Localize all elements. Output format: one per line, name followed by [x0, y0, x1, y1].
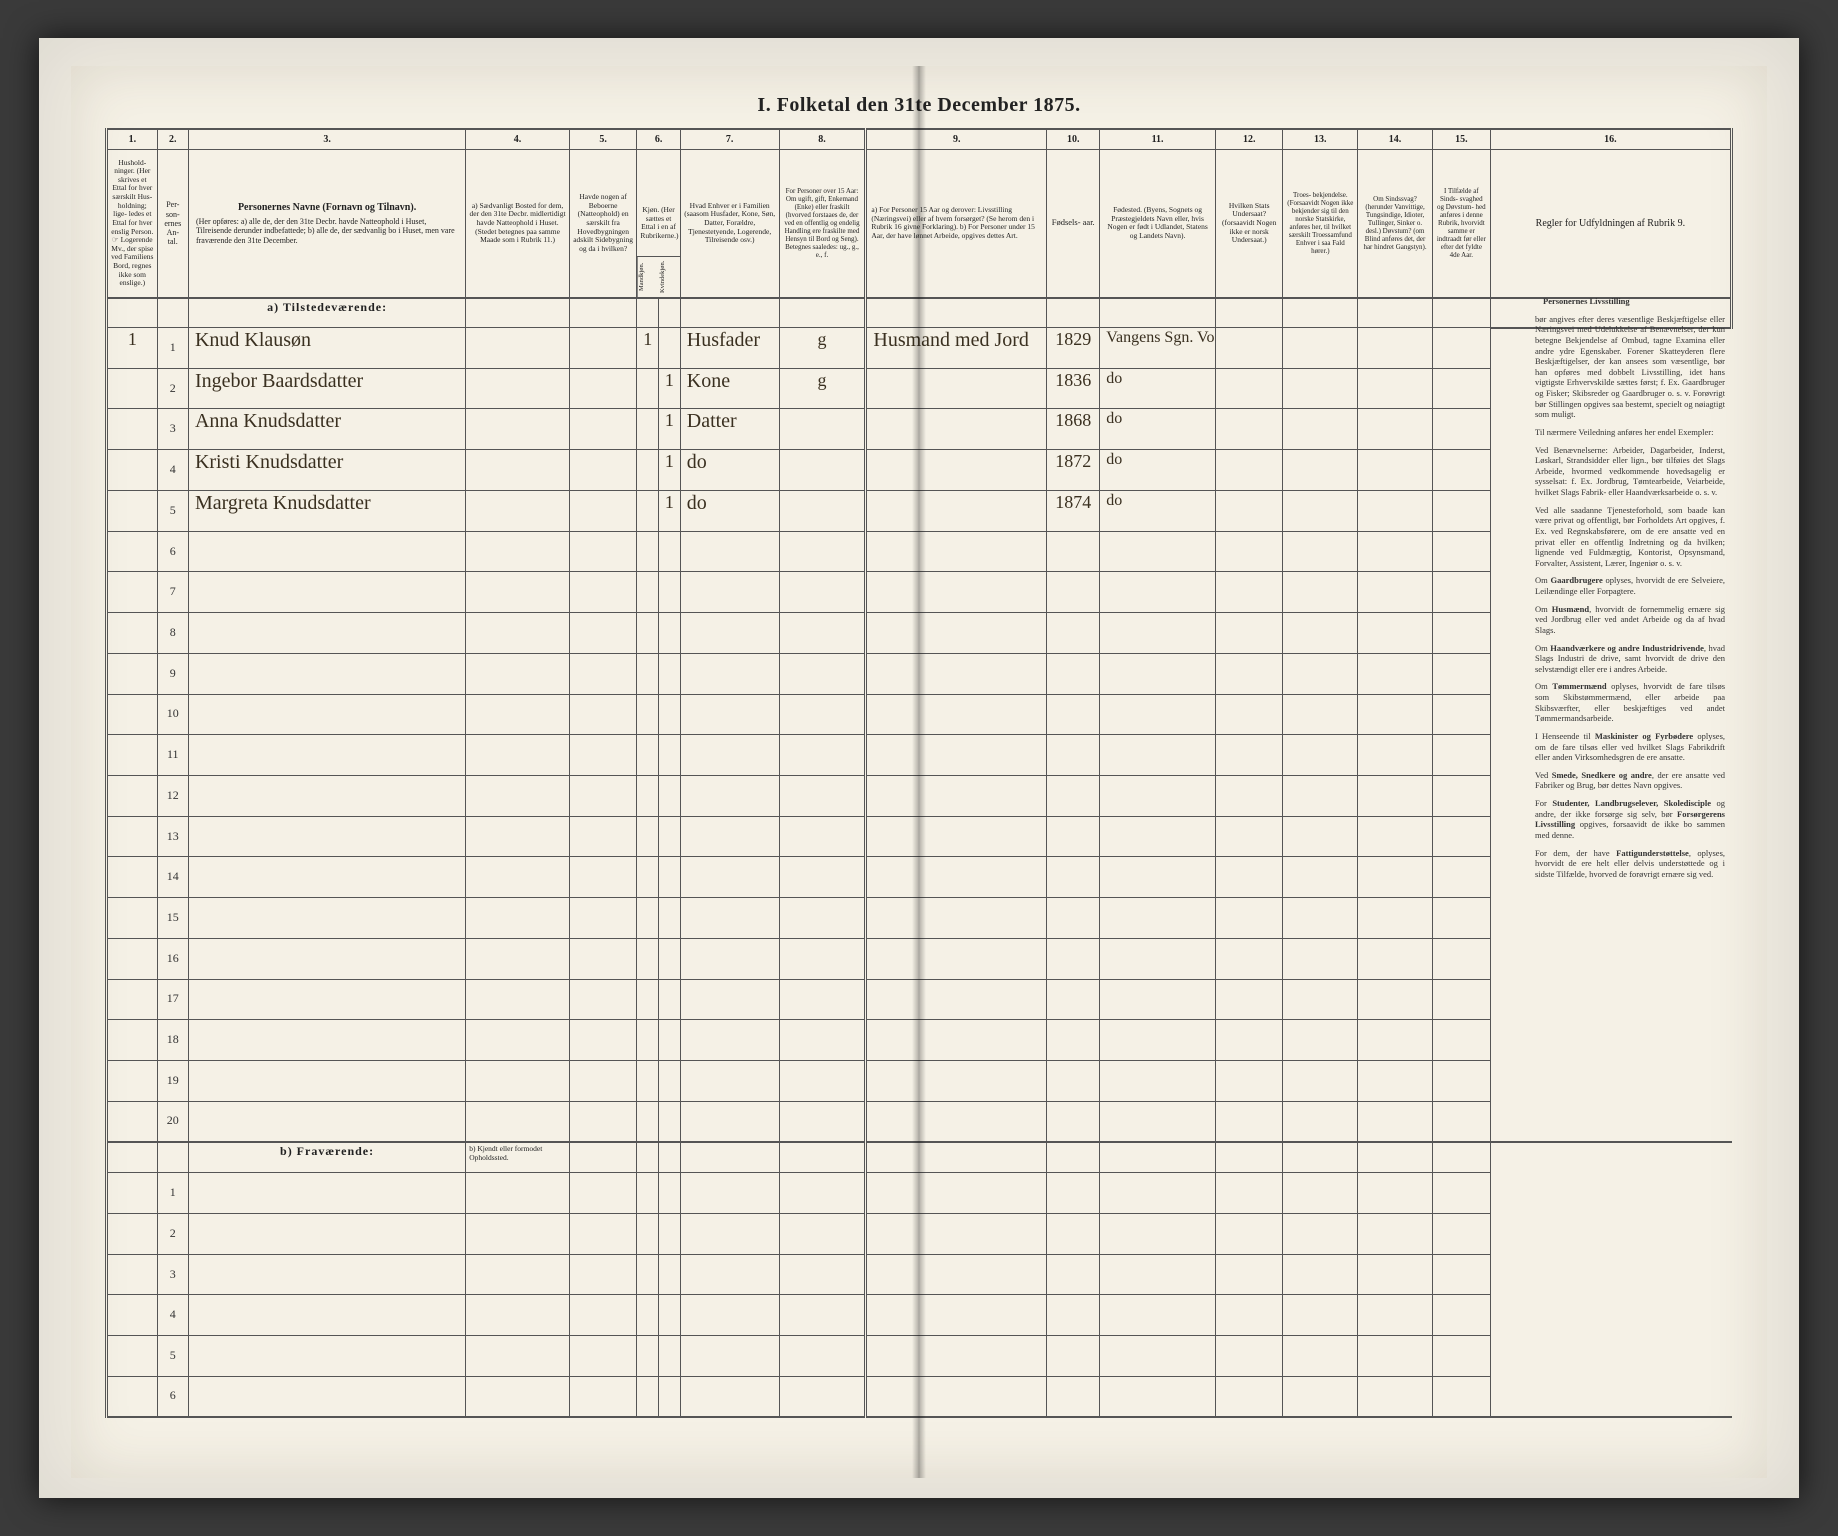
rules-paragraph: For Studenter, Landbrugselever, Skoledis…: [1535, 798, 1725, 841]
hdr-c2: Per- son- ernes An- tal.: [157, 150, 188, 298]
hdr-c3: Personernes Navne (Fornavn og Tilnavn). …: [188, 150, 465, 298]
rules-paragraph: bør angives efter deres væsentlige Beskj…: [1535, 314, 1725, 420]
table-row: 10: [107, 694, 1732, 735]
table-row: 2Ingebor Baardsdatter1Koneg1836do: [107, 368, 1732, 409]
table-row: 20: [107, 1101, 1732, 1142]
table-row: 4Kristi Knudsdatter1do1872do: [107, 450, 1732, 491]
coln: 6.: [637, 129, 680, 150]
rules-heading: Personernes Livsstilling: [1543, 296, 1630, 306]
hdr-c12: Hvilken Stats Undersaat? (forsaavidt Nog…: [1215, 150, 1283, 298]
table-row: 9: [107, 653, 1732, 694]
section-absent-row: b) Fraværende: b) Kjendt eller formodet …: [107, 1142, 1732, 1173]
table-row: 5Margreta Knudsdatter1do1874do: [107, 490, 1732, 531]
hdr-c5: Havde nogen af Beboerne (Natteophold) en…: [569, 150, 637, 298]
header-row: Hushold- ninger. (Her skrives et Ettal f…: [107, 150, 1732, 298]
hdr-c7: Hvad Enhver er i Familien (saasom Husfad…: [680, 150, 779, 298]
coln: 2.: [157, 129, 188, 150]
coln: 9.: [866, 129, 1047, 150]
table-row: 3: [107, 1254, 1732, 1295]
coln: 1.: [107, 129, 158, 150]
table-row: 17: [107, 979, 1732, 1020]
page-title: I. Folketal den 31te December 1875.: [71, 94, 1767, 117]
hdr-c1: Hushold- ninger. (Her skrives et Ettal f…: [107, 150, 158, 298]
rules-paragraph: Om Haandværkere og andre Industridrivend…: [1535, 643, 1725, 675]
coln: 14.: [1358, 129, 1433, 150]
rules-paragraph: Om Husmænd, hvorvidt de fornemmelig ernæ…: [1535, 604, 1725, 636]
column-number-row: 1. 2. 3. 4. 5. 6. 7. 8. 9. 10. 11. 12. 1…: [107, 129, 1732, 150]
table-row: 4: [107, 1295, 1732, 1336]
table-row: 1: [107, 1173, 1732, 1214]
table-row: 7: [107, 572, 1732, 613]
table-row: 18: [107, 1020, 1732, 1061]
census-table-wrap: 1. 2. 3. 4. 5. 6. 7. 8. 9. 10. 11. 12. 1…: [105, 128, 1733, 1418]
table-row: 13: [107, 816, 1732, 857]
section-absent-label: b) Fraværende:: [188, 1142, 465, 1173]
rules-paragraph: Om Tømmermænd oplyses, hvorvidt de fare …: [1535, 681, 1725, 724]
table-row: 14: [107, 857, 1732, 898]
rules-paragraph: Til nærmere Veiledning anføres her endel…: [1535, 427, 1725, 438]
coln: 10.: [1047, 129, 1100, 150]
hdr-c8: For Personer over 15 Aar: Om ugift, gift…: [779, 150, 866, 298]
rules-paragraph: I Henseende til Maskinister og Fyrbødere…: [1535, 731, 1725, 763]
coln: 8.: [779, 129, 866, 150]
hdr-c4b: b) Kjendt eller formodet Opholdssted.: [466, 1142, 570, 1173]
hdr-c6k: Kvindekjøn.: [659, 257, 680, 297]
table-row: 2: [107, 1213, 1732, 1254]
table-row: 12: [107, 775, 1732, 816]
rules-paragraph: Ved alle saadanne Tjenesteforhold, som b…: [1535, 505, 1725, 569]
table-row: 19: [107, 1060, 1732, 1101]
hdr-c9: a) For Personer 15 Aar og derover: Livss…: [866, 150, 1047, 298]
coln: 5.: [569, 129, 637, 150]
hdr-c6m: Mandkjøn.: [637, 257, 659, 297]
coln: 16.: [1490, 129, 1731, 150]
coln: 3.: [188, 129, 465, 150]
census-table: 1. 2. 3. 4. 5. 6. 7. 8. 9. 10. 11. 12. 1…: [105, 128, 1733, 1418]
scan-frame: I. Folketal den 31te December 1875.: [39, 38, 1799, 1498]
coln: 13.: [1283, 129, 1358, 150]
table-row: 15: [107, 898, 1732, 939]
rules-column: Personernes Livsstilling bør angives eft…: [1535, 296, 1725, 886]
hdr-c3-sub: (Her opføres: a) alle de, der den 31te D…: [192, 217, 462, 245]
section-present-label: a) Tilstedeværende:: [188, 298, 465, 328]
hdr-c16: Regler for Udfyldningen af Rubrik 9.: [1490, 150, 1731, 298]
hdr-c10: Fødsels- aar.: [1047, 150, 1100, 298]
rules-paragraph: Om Gaardbrugere oplyses, hvorvidt de ere…: [1535, 575, 1725, 596]
ledger-page: I. Folketal den 31te December 1875.: [71, 66, 1767, 1478]
hdr-c13: Troes- bekjendelse. (Forsaavidt Nogen ik…: [1283, 150, 1358, 298]
coln: 15.: [1432, 129, 1490, 150]
table-row: 6: [107, 1376, 1732, 1417]
table-row: 8: [107, 613, 1732, 654]
table-row: 16: [107, 938, 1732, 979]
table-row: 5: [107, 1336, 1732, 1377]
coln: 7.: [680, 129, 779, 150]
hdr-c11: Fødested. (Byens, Sognets og Præstegjeld…: [1100, 150, 1216, 298]
hdr-c6-t: Kjøn. (Her sættes et Ettal i en af Rubri…: [640, 206, 676, 241]
hdr-c6: Kjøn. (Her sættes et Ettal i en af Rubri…: [637, 150, 680, 298]
coln: 12.: [1215, 129, 1283, 150]
rules-paragraph: For dem, der have Fattigunderstøttelse, …: [1535, 848, 1725, 880]
table-row: 3Anna Knudsdatter1Datter1868do: [107, 409, 1732, 450]
hdr-c15: I Tilfælde af Sinds- svaghed og Døvstum-…: [1432, 150, 1490, 298]
rules-paragraph: Ved Smede, Snedkere og andre, der ere an…: [1535, 770, 1725, 791]
coln: 4.: [466, 129, 570, 150]
table-row: 6: [107, 531, 1732, 572]
table-row: 11Knud Klausøn1HusfadergHusmand med Jord…: [107, 328, 1732, 369]
hdr-c3-title: Personernes Navne (Fornavn og Tilnavn).: [192, 202, 462, 214]
rules-paragraph: Ved Benævnelserne: Arbeider, Dagarbeider…: [1535, 445, 1725, 498]
hdr-c4: a) Sædvanligt Bosted for dem, der den 31…: [466, 150, 570, 298]
hdr-c14: Om Sindssvag? (herunder Vanvittige, Tung…: [1358, 150, 1433, 298]
coln: 11.: [1100, 129, 1216, 150]
table-row: 11: [107, 735, 1732, 776]
section-present-row: a) Tilstedeværende:: [107, 298, 1732, 328]
